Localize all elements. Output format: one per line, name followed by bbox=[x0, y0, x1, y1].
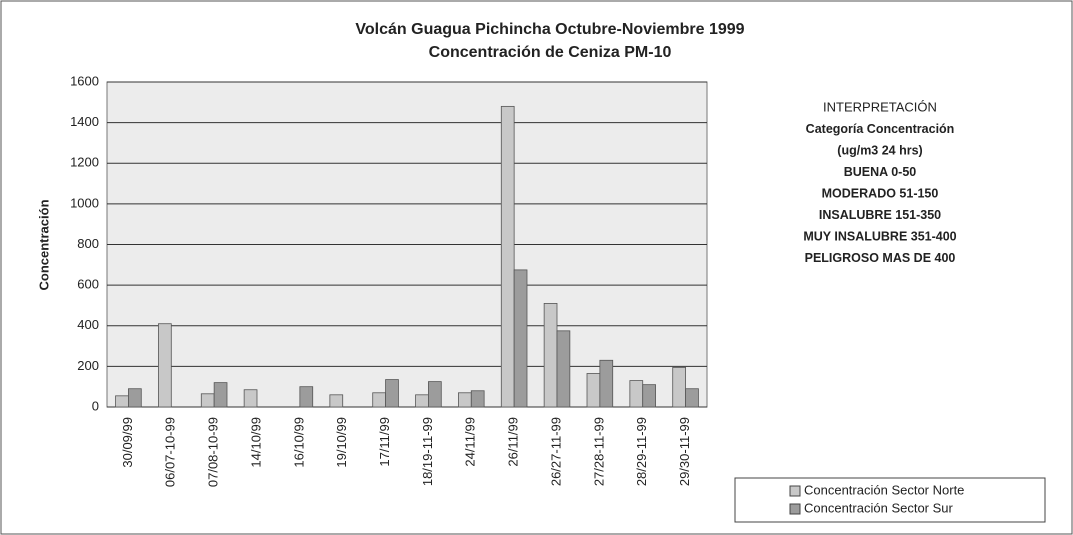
x-tick-label: 27/28-11-99 bbox=[591, 417, 606, 486]
bar bbox=[629, 380, 644, 408]
bar bbox=[158, 323, 172, 408]
bar bbox=[556, 330, 571, 408]
bar bbox=[458, 392, 472, 408]
bar bbox=[200, 393, 215, 408]
x-tick-label: 18/19-11-99 bbox=[420, 417, 435, 486]
annotation: INTERPRETACIÓN bbox=[823, 99, 937, 114]
x-tick-label: 26/11/99 bbox=[506, 417, 521, 467]
y-tick-label: 1600 bbox=[70, 73, 99, 88]
legend-label: Concentración Sector Sur bbox=[804, 500, 954, 515]
bar bbox=[642, 384, 656, 408]
y-tick-label: 800 bbox=[77, 236, 99, 251]
x-tick-label: 26/27-11-99 bbox=[548, 417, 563, 486]
legend-swatch bbox=[789, 503, 801, 515]
y-tick-label: 400 bbox=[77, 317, 99, 332]
annotation: MODERADO 51-150 bbox=[822, 186, 939, 200]
x-tick-label: 19/10/99 bbox=[334, 417, 349, 468]
bar bbox=[385, 379, 399, 408]
bar bbox=[543, 303, 558, 408]
bar bbox=[299, 386, 314, 408]
bar bbox=[329, 394, 344, 408]
y-tick-label: 200 bbox=[77, 358, 99, 373]
annotation: PELIGROSO MAS DE 400 bbox=[805, 251, 956, 265]
bar bbox=[513, 269, 528, 408]
annotation: (ug/m3 24 hrs) bbox=[837, 143, 922, 157]
legend-swatch bbox=[789, 485, 801, 497]
y-tick-label: 0 bbox=[92, 398, 99, 413]
legend-label: Concentración Sector Norte bbox=[804, 482, 964, 497]
chart-subtitle: Concentración de Ceniza PM-10 bbox=[429, 44, 672, 61]
annotation: MUY INSALUBRE 351-400 bbox=[803, 229, 956, 243]
y-tick-label: 1200 bbox=[70, 155, 99, 170]
annotation: INSALUBRE 151-350 bbox=[819, 208, 941, 222]
bar bbox=[115, 395, 129, 408]
bar bbox=[428, 381, 442, 408]
annotation: Categoría Concentración bbox=[806, 122, 955, 136]
bar bbox=[128, 388, 142, 408]
bar bbox=[415, 394, 429, 408]
bar bbox=[372, 392, 386, 408]
x-tick-label: 17/11/99 bbox=[377, 417, 392, 467]
bar bbox=[685, 388, 699, 408]
bar bbox=[672, 366, 686, 408]
bar bbox=[213, 382, 228, 408]
bar bbox=[599, 359, 614, 408]
x-tick-label: 30/09/99 bbox=[120, 417, 135, 468]
x-tick-label: 07/08-10-99 bbox=[206, 417, 221, 487]
x-tick-label: 24/11/99 bbox=[463, 417, 478, 467]
bar bbox=[470, 390, 485, 408]
y-tick-label: 1400 bbox=[70, 114, 99, 129]
legend-box bbox=[734, 477, 1046, 523]
x-tick-label: 06/07-10-99 bbox=[163, 417, 178, 487]
bar bbox=[243, 389, 258, 408]
y-tick-label: 1000 bbox=[70, 195, 99, 210]
x-tick-label: 16/10/99 bbox=[291, 417, 306, 468]
y-tick-label: 600 bbox=[77, 277, 99, 292]
chart-title: Volcán Guagua Pichincha Octubre-Noviembr… bbox=[355, 21, 744, 38]
annotation: BUENA 0-50 bbox=[844, 165, 917, 179]
bar bbox=[586, 373, 601, 408]
bar bbox=[500, 105, 515, 408]
x-tick-label: 28/29-11-99 bbox=[634, 417, 649, 486]
x-tick-label: 14/10/99 bbox=[248, 417, 263, 468]
x-tick-label: 29/30-11-99 bbox=[677, 417, 692, 486]
y-axis-label: Concentración bbox=[36, 199, 51, 290]
